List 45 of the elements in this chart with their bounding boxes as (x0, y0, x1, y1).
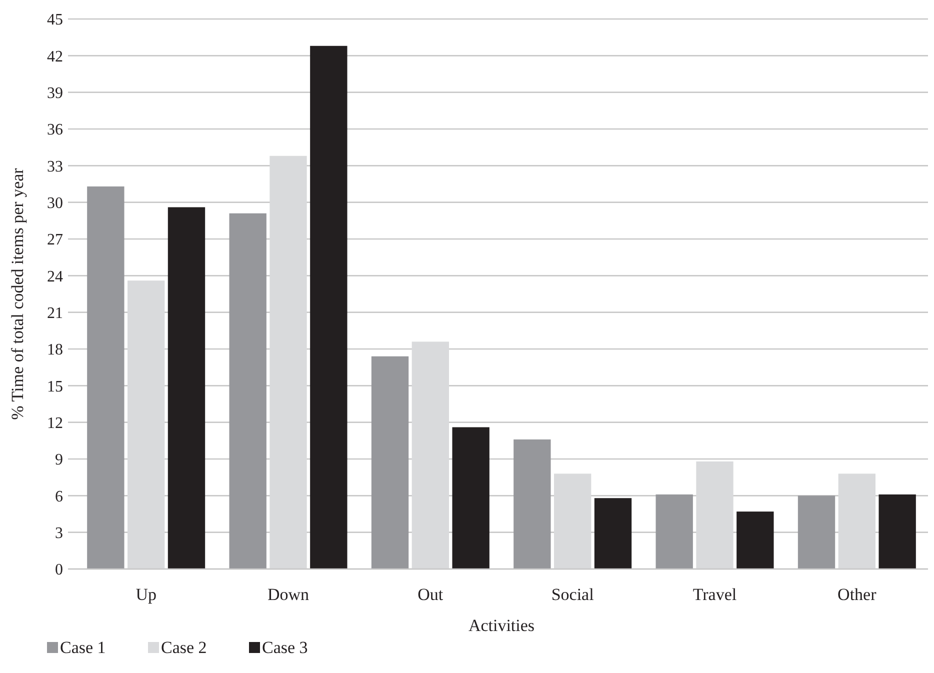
bar (168, 207, 206, 569)
y-tick-label: 27 (47, 232, 63, 249)
bar (736, 512, 774, 569)
x-tick-label: Out (418, 585, 444, 604)
y-tick-label: 30 (47, 194, 63, 212)
y-tick-label: 39 (47, 84, 63, 102)
bar (594, 498, 632, 569)
y-tick-label: 24 (47, 268, 63, 286)
bar (87, 186, 124, 569)
y-tick-label: 33 (47, 158, 63, 176)
y-axis-title: % Time of total coded items per year (8, 168, 27, 420)
bar (696, 461, 734, 569)
bar (229, 213, 266, 569)
bar (656, 494, 693, 569)
y-tick-label: 6 (55, 488, 63, 506)
y-tick-label: 42 (47, 48, 63, 66)
y-tick-label: 3 (55, 524, 63, 542)
y-tick-label: 18 (47, 342, 63, 359)
bar (554, 474, 592, 569)
x-tick-label: Down (267, 585, 310, 604)
bar (798, 496, 836, 569)
bar (127, 280, 165, 569)
bar (412, 342, 450, 569)
legend-label: Case 1 (60, 638, 106, 657)
y-tick-label: 45 (47, 12, 63, 29)
y-tick-label: 9 (55, 452, 63, 469)
bar (514, 439, 551, 569)
y-tick-label: 36 (47, 122, 63, 139)
y-tick-label: 12 (47, 414, 63, 432)
x-tick-label: Up (136, 585, 156, 604)
legend-label: Case 3 (262, 638, 308, 657)
bar (371, 356, 409, 569)
bar (838, 474, 876, 569)
y-tick-label: 0 (55, 562, 63, 579)
x-tick-label: Travel (692, 585, 737, 604)
x-tick-label: Social (551, 585, 594, 604)
bar (452, 427, 490, 569)
x-axis-title: Activities (468, 616, 535, 635)
x-tick-label: Other (838, 585, 877, 604)
bar (878, 494, 916, 569)
bar (270, 156, 307, 569)
bar (310, 46, 348, 569)
y-tick-label: 21 (47, 304, 63, 322)
legend-label: Case 2 (161, 638, 207, 657)
y-tick-label: 15 (47, 378, 63, 396)
